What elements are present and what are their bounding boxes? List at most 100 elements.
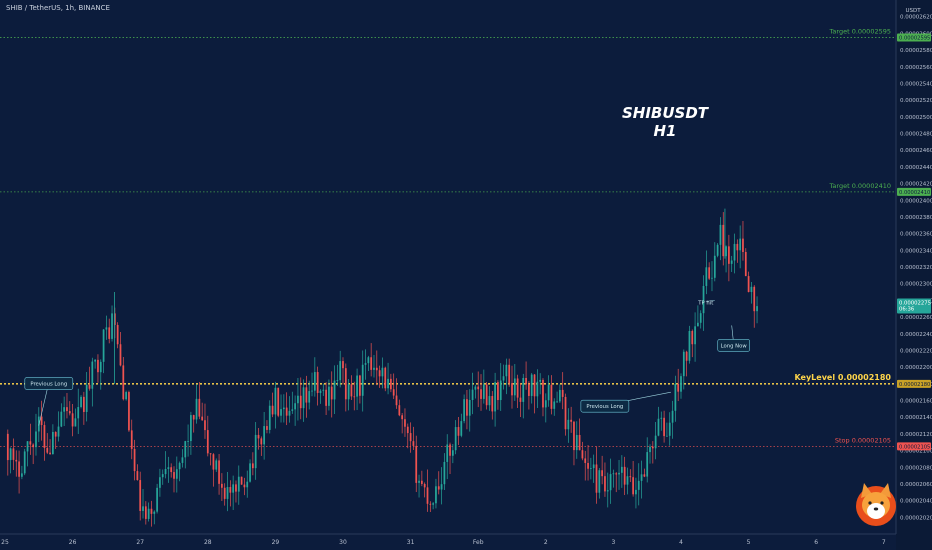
- candle-body: [666, 435, 668, 437]
- time-tick-label: 4: [679, 539, 683, 546]
- level-label: Target 0.00002410: [829, 182, 891, 190]
- price-tick-label: 0.00002040: [900, 499, 932, 505]
- candle-body: [542, 379, 544, 408]
- candle-body: [353, 396, 356, 398]
- price-tick-label: 0.00002080: [900, 465, 932, 471]
- candle-body: [620, 466, 623, 473]
- candle-body: [105, 327, 108, 330]
- candle-body: [747, 276, 750, 293]
- candle-body: [319, 390, 322, 393]
- candle-body: [266, 426, 268, 430]
- candle-body: [88, 384, 91, 389]
- price-tick-label: 0.00002560: [900, 65, 932, 71]
- watermark-symbol: SHIBUSDT: [621, 104, 709, 122]
- annotation-pointer: [705, 300, 715, 302]
- candle-body: [60, 411, 63, 427]
- candle-body: [525, 377, 527, 385]
- candle-body: [429, 503, 432, 505]
- level-badge-label: 0.00002180: [899, 382, 930, 388]
- candle-body: [26, 441, 29, 452]
- candle-body: [406, 426, 409, 434]
- symbol-header[interactable]: SHIB / TetherUS, 1h, BINANCE: [6, 4, 110, 12]
- annotation-box: [24, 377, 74, 390]
- candle-body: [206, 430, 209, 454]
- candle-body: [54, 431, 57, 437]
- candle-body: [477, 386, 480, 390]
- candle-body: [344, 368, 347, 400]
- candle-body: [437, 486, 440, 490]
- candle-body: [254, 434, 257, 469]
- candle-body: [23, 451, 26, 474]
- candle-body: [330, 386, 333, 400]
- candle-body: [260, 438, 263, 445]
- candle-body: [432, 503, 435, 505]
- candle-body: [519, 397, 522, 402]
- candle-body: [49, 452, 51, 455]
- candle-body: [201, 416, 204, 421]
- candle-body: [705, 267, 708, 286]
- candle-body: [97, 359, 99, 373]
- annotation-box: [717, 339, 751, 352]
- candle-body: [691, 330, 694, 345]
- price-tick-label: 0.00002240: [900, 332, 932, 338]
- candle-body: [581, 450, 584, 459]
- candle-body: [336, 380, 339, 381]
- price-tick-label: 0.00002500: [900, 115, 932, 121]
- candle-body: [384, 367, 387, 389]
- bar-countdown: 06:36: [899, 307, 915, 313]
- price-tick-label: 0.00002580: [900, 48, 932, 54]
- candle-body: [697, 322, 699, 327]
- candle-body: [52, 431, 54, 455]
- candle-body: [99, 361, 102, 373]
- candle-body: [550, 384, 553, 409]
- candle-body: [750, 286, 753, 293]
- candle-body: [606, 490, 609, 492]
- candle-body: [381, 367, 384, 377]
- candle-body: [615, 473, 618, 475]
- candle-body: [609, 474, 612, 491]
- candle-body: [18, 461, 20, 477]
- candle-body: [598, 470, 601, 493]
- candle-body: [136, 471, 139, 481]
- candle-body: [539, 379, 542, 382]
- candle-body: [629, 476, 632, 478]
- candle-body: [102, 329, 105, 362]
- candle-body: [328, 386, 330, 406]
- candle-body: [263, 426, 266, 445]
- candle-body: [623, 466, 626, 485]
- candle-body: [713, 255, 716, 278]
- price-tick-label: 0.00002380: [900, 215, 932, 221]
- candle-body: [398, 405, 401, 416]
- candle-body: [215, 460, 218, 470]
- candle-body: [744, 252, 747, 277]
- annotation-box: [580, 399, 630, 413]
- price-tick-label: 0.00002400: [900, 198, 932, 204]
- candle-body: [728, 246, 730, 264]
- candle-body: [32, 444, 35, 448]
- candle-body: [601, 470, 604, 477]
- candle-body: [626, 476, 629, 485]
- candle-body: [66, 407, 68, 412]
- candle-body: [471, 389, 474, 400]
- candle-body: [108, 327, 111, 339]
- candle-body: [370, 357, 373, 370]
- candle-body: [733, 243, 736, 261]
- candle-body: [742, 238, 744, 253]
- candle-body: [294, 403, 296, 410]
- price-tick-label: 0.00002020: [900, 515, 932, 521]
- annotation-label: TP hit: [697, 300, 713, 306]
- candle-body: [423, 483, 426, 488]
- annotation-label: Long Now: [721, 343, 748, 349]
- candle-body: [536, 381, 539, 397]
- candle-body: [71, 413, 74, 427]
- price-axis-panel: [896, 0, 932, 550]
- candle-body: [589, 468, 592, 469]
- candle-body: [291, 409, 294, 411]
- candle-body: [547, 384, 550, 401]
- candle-body: [612, 473, 615, 475]
- time-tick-label: 25: [1, 539, 9, 546]
- candle-body: [460, 421, 463, 436]
- candle-body: [271, 405, 274, 415]
